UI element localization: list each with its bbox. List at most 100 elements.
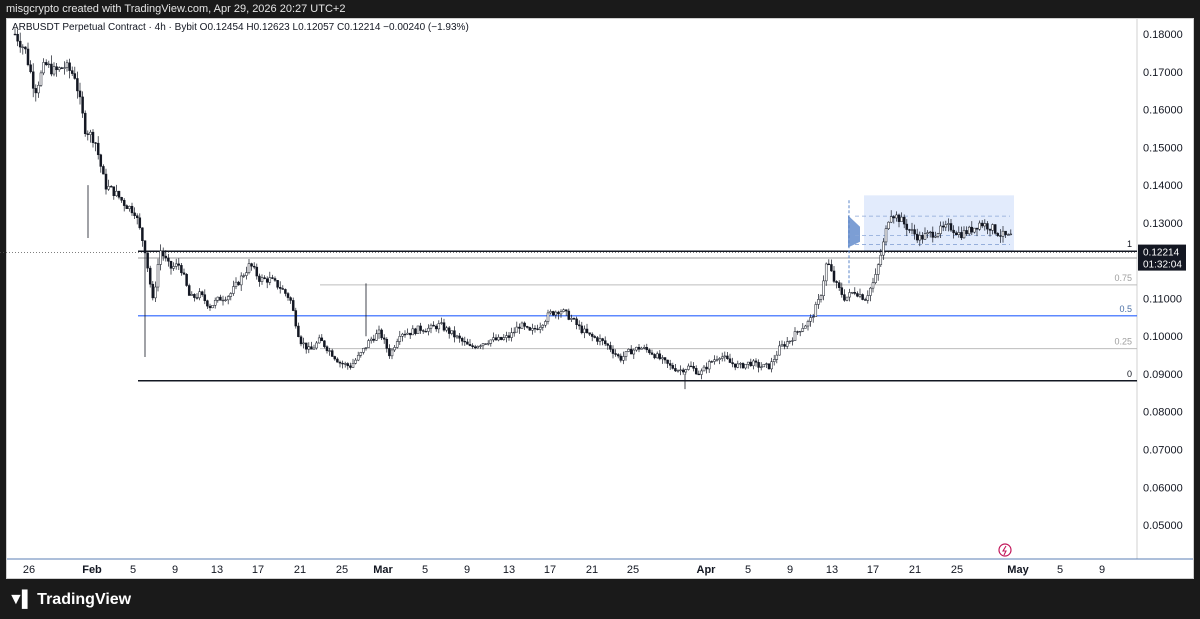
candle-body bbox=[575, 318, 578, 325]
candles-group bbox=[13, 28, 1013, 380]
candle-body bbox=[546, 312, 550, 322]
candle-body bbox=[343, 363, 347, 365]
candle-body bbox=[619, 355, 623, 361]
candle-body bbox=[874, 274, 877, 283]
candle-body bbox=[234, 281, 238, 287]
candle-body bbox=[294, 310, 298, 327]
candle-body bbox=[497, 336, 500, 341]
candle-body bbox=[200, 291, 204, 295]
candle-body bbox=[843, 294, 846, 301]
candle-body bbox=[900, 216, 903, 222]
candle-body bbox=[198, 291, 201, 299]
candle-body bbox=[923, 233, 927, 240]
y-tick-label: 0.08000 bbox=[1143, 407, 1183, 419]
candle-body bbox=[460, 338, 464, 342]
candle-body bbox=[273, 278, 277, 281]
candle-body bbox=[492, 337, 495, 341]
candle-body bbox=[632, 349, 636, 355]
candle-body bbox=[720, 356, 724, 359]
candle-body bbox=[564, 309, 568, 312]
x-tick-label: Mar bbox=[373, 564, 393, 576]
candle-body bbox=[811, 316, 815, 318]
candle-body bbox=[434, 325, 438, 330]
x-tick-label: 21 bbox=[586, 564, 598, 576]
x-tick-label: 13 bbox=[211, 564, 223, 576]
candle-body bbox=[863, 299, 867, 301]
candle-body bbox=[122, 200, 126, 206]
candle-body bbox=[351, 363, 355, 368]
candle-body bbox=[824, 263, 828, 282]
candle-body bbox=[302, 342, 305, 345]
candle-body bbox=[250, 263, 253, 267]
attribution-text: misgcrypto created with TradingView.com,… bbox=[6, 3, 346, 15]
lightning-icon[interactable] bbox=[998, 543, 1012, 557]
candle-body bbox=[473, 346, 477, 349]
candle-body bbox=[804, 325, 807, 329]
candle-body bbox=[429, 324, 433, 329]
candle-body bbox=[486, 343, 490, 345]
candle-body bbox=[949, 223, 953, 231]
candle-body bbox=[315, 342, 318, 349]
candle-body bbox=[195, 297, 199, 299]
candle-body bbox=[78, 90, 82, 98]
candle-body bbox=[151, 283, 155, 299]
candle-body bbox=[653, 354, 656, 359]
candle-body bbox=[765, 363, 768, 365]
candle-body bbox=[780, 344, 784, 347]
candle-body bbox=[104, 173, 108, 190]
candle-body bbox=[934, 235, 937, 238]
candle-body bbox=[559, 311, 563, 315]
candle-body bbox=[603, 340, 607, 345]
candle-body bbox=[1001, 230, 1005, 237]
candle-body bbox=[211, 305, 214, 309]
candle-body bbox=[107, 186, 110, 190]
range-box bbox=[864, 195, 1014, 252]
candle-body bbox=[965, 230, 968, 235]
candle-body bbox=[902, 216, 906, 225]
candle-body bbox=[382, 337, 386, 340]
candle-body bbox=[263, 277, 266, 279]
candle-body bbox=[991, 224, 994, 231]
candle-body bbox=[31, 71, 35, 89]
candle-body bbox=[398, 336, 402, 342]
candle-body bbox=[42, 62, 45, 74]
candle-body bbox=[975, 227, 979, 230]
candle-body bbox=[962, 230, 966, 239]
candle-body bbox=[793, 331, 797, 341]
candle-body bbox=[609, 345, 612, 350]
attribution-bar: misgcrypto created with TradingView.com,… bbox=[0, 0, 1200, 18]
candle-body bbox=[252, 265, 256, 268]
candle-body bbox=[94, 142, 97, 144]
candle-body bbox=[684, 369, 688, 373]
candle-body bbox=[892, 216, 896, 219]
candle-body bbox=[759, 366, 763, 368]
candle-body bbox=[661, 357, 664, 360]
candle-body bbox=[208, 305, 212, 309]
candle-body bbox=[271, 277, 274, 279]
candle-body bbox=[289, 297, 292, 301]
candle-body bbox=[159, 250, 162, 265]
candle-body bbox=[312, 347, 316, 350]
candle-body bbox=[583, 328, 586, 334]
candle-body bbox=[928, 231, 932, 234]
candle-body bbox=[819, 295, 823, 300]
candle-body bbox=[648, 349, 651, 354]
candle-body bbox=[237, 281, 240, 286]
candle-body bbox=[663, 357, 667, 361]
candle-body bbox=[767, 363, 771, 370]
candle-body bbox=[973, 227, 976, 233]
candle-body bbox=[515, 326, 519, 333]
y-tick-label: 0.13000 bbox=[1143, 218, 1183, 230]
candle-body bbox=[221, 299, 225, 302]
candle-body bbox=[167, 257, 170, 262]
candle-body bbox=[206, 300, 209, 307]
candle-body bbox=[81, 96, 84, 114]
candle-body bbox=[830, 264, 833, 272]
candle-body bbox=[258, 275, 261, 282]
ohlc-values: O0.12454 H0.12623 L0.12057 C0.12214 −0.0… bbox=[199, 22, 469, 33]
candle-body bbox=[328, 350, 331, 352]
candle-body bbox=[746, 361, 750, 365]
candle-body bbox=[650, 352, 654, 355]
candle-body bbox=[624, 351, 628, 357]
